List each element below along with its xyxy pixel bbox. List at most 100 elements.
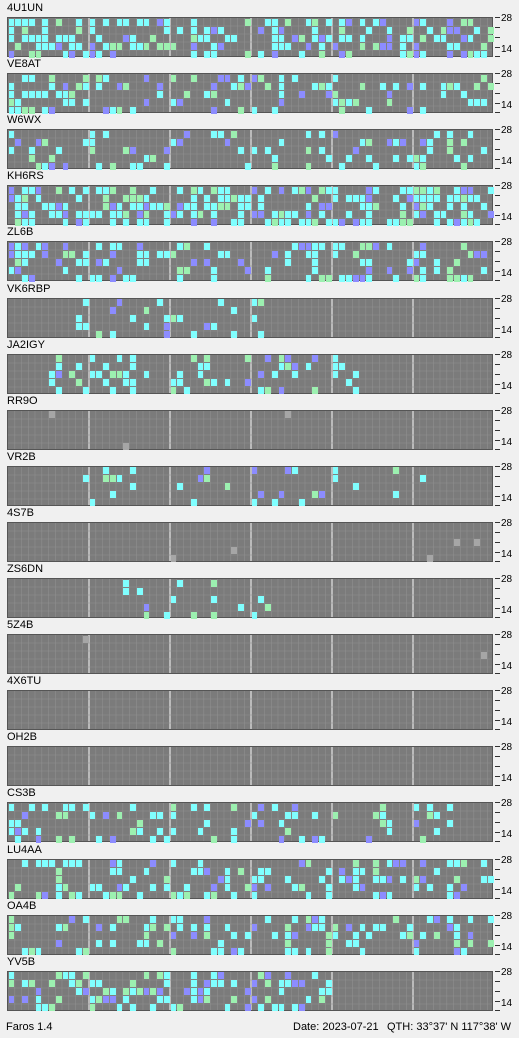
- propagation-grid: [7, 409, 493, 451]
- activity-cell: [265, 868, 271, 875]
- activity-cell: [258, 1004, 264, 1012]
- activity-cell: [265, 603, 271, 611]
- activity-cell: [427, 884, 433, 891]
- activity-cell: [55, 924, 62, 932]
- activity-cell: [109, 835, 116, 843]
- activity-cell: [190, 972, 197, 980]
- axis-tick: [495, 17, 500, 18]
- activity-cell: [292, 467, 298, 475]
- activity-cell: [170, 892, 177, 899]
- activity-cell: [271, 210, 278, 218]
- activity-cell: [406, 154, 413, 162]
- axis-tick: [495, 746, 500, 748]
- activity-cell: [15, 138, 21, 146]
- activity-cell: [184, 90, 190, 98]
- activity-cell: [116, 82, 123, 90]
- activity-cell: [298, 980, 305, 988]
- activity-cell: [265, 996, 271, 1004]
- activity-cell: [22, 18, 28, 26]
- activity-cell: [62, 82, 69, 90]
- activity-cell: [143, 98, 150, 106]
- activity-cell: [8, 266, 15, 274]
- axis-tick: [495, 205, 500, 207]
- activity-cell: [292, 916, 298, 924]
- activity-cell: [204, 90, 210, 98]
- activity-cell: [305, 250, 312, 258]
- activity-cell: [454, 218, 460, 226]
- beacon-callsign: JA2IGY: [7, 338, 45, 351]
- activity-cell: [62, 162, 69, 170]
- activity-cell: [22, 186, 28, 194]
- activity-cell: [22, 274, 28, 282]
- activity-cell: [278, 34, 285, 42]
- activity-cell: [285, 363, 291, 371]
- activity-cell: [467, 916, 474, 924]
- activity-cell: [55, 884, 62, 891]
- activity-cell: [49, 210, 55, 218]
- activity-cell: [467, 194, 474, 202]
- activity-cell: [460, 186, 467, 194]
- activity-cell: [190, 932, 197, 940]
- activity-cell: [89, 980, 96, 988]
- activity-cell: [413, 194, 420, 202]
- activity-cell: [89, 996, 96, 1004]
- activity-cell: [373, 42, 379, 50]
- band-label-top: 28: [501, 686, 513, 698]
- band-label-top: 28: [501, 966, 513, 978]
- activity-cell: [420, 194, 426, 202]
- activity-cell: [332, 363, 339, 371]
- beacon-panel: ZL6B 28 14: [0, 226, 519, 282]
- activity-cell: [224, 98, 231, 106]
- activity-cell: [460, 162, 467, 170]
- band-axis: 28 14: [495, 743, 519, 788]
- activity-cell: [433, 258, 440, 266]
- activity-cell: [130, 42, 136, 50]
- activity-cell: [319, 988, 325, 996]
- activity-cell: [359, 194, 366, 202]
- activity-cell: [103, 988, 109, 996]
- axis-tick: [495, 297, 500, 299]
- activity-cell: [312, 82, 318, 90]
- activity-cell: [211, 90, 217, 98]
- activity-cell: [433, 811, 440, 819]
- activity-cell: [238, 603, 244, 611]
- axis-tick: [495, 578, 500, 579]
- activity-cell: [190, 996, 197, 1004]
- axis-tick: [495, 317, 500, 319]
- activity-cell: [123, 34, 129, 42]
- activity-cell: [298, 499, 305, 507]
- activity-cell: [271, 932, 278, 940]
- activity-cell: [211, 50, 217, 58]
- activity-cell: [352, 371, 359, 379]
- activity-cell: [244, 18, 251, 26]
- activity-cell: [251, 210, 258, 218]
- activity-cell: [379, 18, 386, 26]
- activity-cell: [292, 186, 298, 194]
- activity-cell: [251, 299, 258, 306]
- band-axis: 28 14: [495, 14, 519, 59]
- activity-cell: [8, 34, 15, 42]
- activity-cell: [103, 996, 109, 1004]
- activity-cell: [184, 202, 190, 210]
- activity-cell: [35, 90, 42, 98]
- activity-cell: [55, 371, 62, 379]
- activity-cell: [35, 996, 42, 1004]
- activity-cell: [332, 242, 339, 250]
- beacon-callsign: 4S7B: [7, 506, 34, 519]
- propagation-grid: [7, 690, 493, 731]
- activity-cell: [109, 371, 116, 379]
- activity-cell: [109, 242, 116, 250]
- activity-cell: [8, 996, 15, 1004]
- activity-cell: [103, 379, 109, 387]
- axis-tick: [495, 448, 500, 450]
- axis-tick: [495, 756, 500, 758]
- activity-cell: [55, 892, 62, 899]
- activity-cell: [285, 42, 291, 50]
- axis-tick: [495, 383, 500, 385]
- grid-lines: [8, 522, 492, 561]
- activity-cell: [177, 379, 183, 387]
- activity-cell: [346, 274, 352, 282]
- activity-cell: [143, 932, 150, 940]
- axis-tick: [495, 841, 500, 843]
- activity-cell: [15, 242, 21, 250]
